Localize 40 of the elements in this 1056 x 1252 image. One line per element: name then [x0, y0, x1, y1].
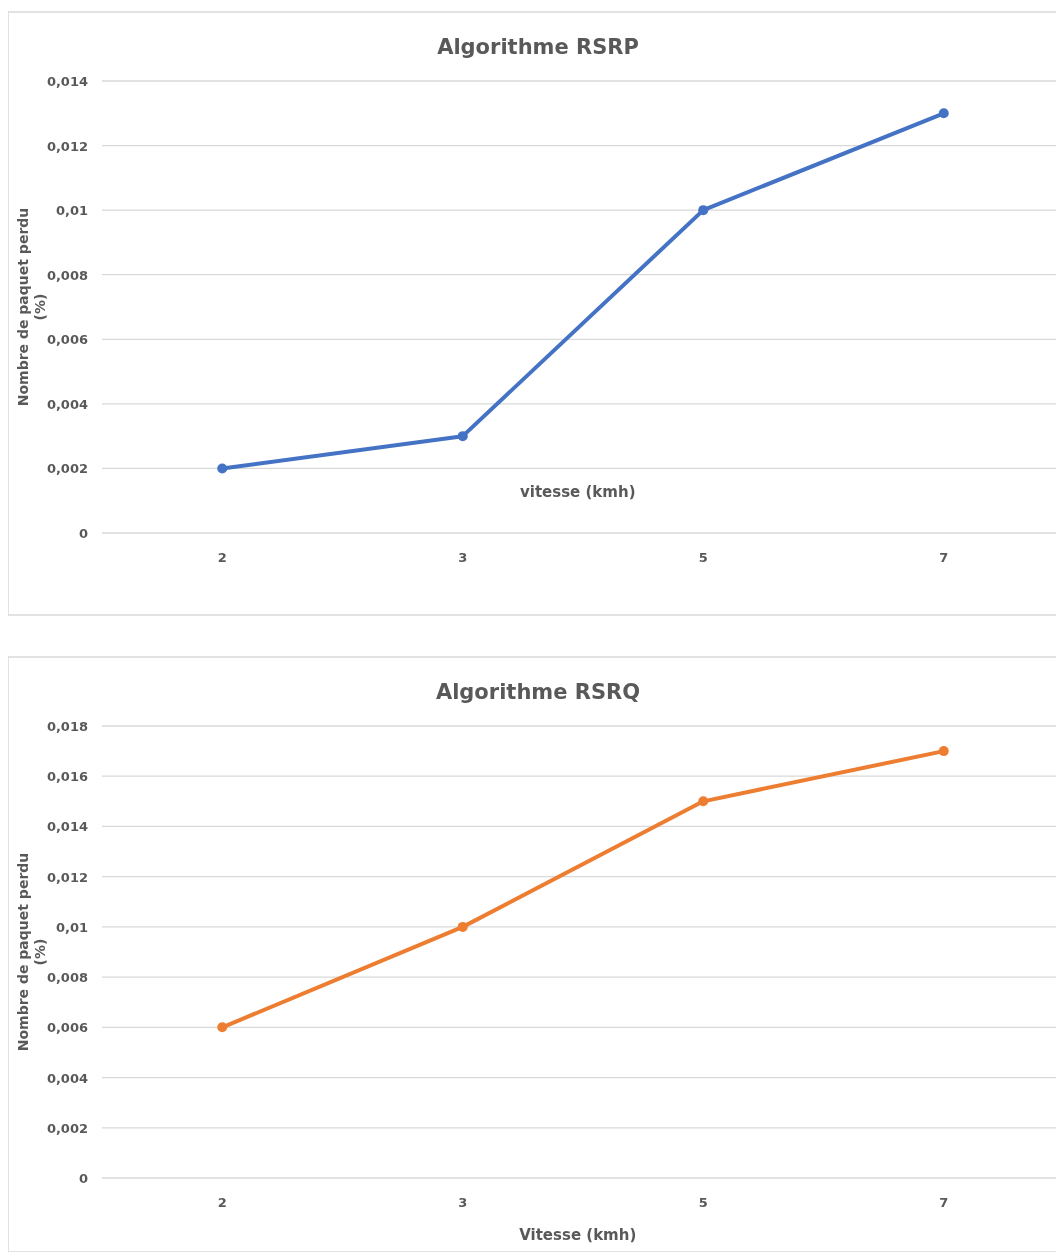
chart-title: Algorithme RSRP: [437, 35, 639, 59]
y-tick-label: 0: [78, 1171, 88, 1186]
point: [457, 921, 468, 932]
x-tick-label: 2: [217, 1195, 227, 1210]
y-tick-label: 0,018: [46, 719, 88, 734]
y-tick-label: 0,012: [46, 138, 88, 154]
point: [698, 796, 709, 807]
y-tick-label: 0: [78, 526, 88, 541]
y-tick-label: 0,014: [46, 74, 88, 89]
point: [217, 463, 228, 474]
x-tick-label: 7: [939, 1195, 949, 1210]
y-axis-title: Nombre de paquet perdu (%): [15, 852, 48, 1052]
point: [938, 108, 949, 119]
y-tick-label: 0,01: [55, 203, 88, 219]
x-tick-label: 5: [698, 550, 708, 565]
x-tick-label: 2: [217, 550, 227, 565]
y-tick-label: 0,01: [55, 919, 88, 935]
point: [217, 1022, 228, 1033]
point: [698, 205, 709, 216]
y-tick-label: 0,008: [46, 267, 88, 283]
point: [457, 431, 468, 442]
y-tick-label: 0,006: [46, 1020, 88, 1036]
y-tick-label: 0,012: [46, 869, 88, 885]
y-tick-label: 0,014: [46, 819, 88, 835]
point: [938, 746, 949, 757]
y-tick-label: 0,002: [46, 1120, 88, 1136]
y-tick-label: 0,008: [46, 970, 88, 986]
y-tick-label: 0,004: [46, 396, 88, 412]
x-axis-title: vitesse (kmh): [519, 483, 636, 501]
y-axis-title: Nombre de paquet perdu (%): [15, 207, 48, 407]
y-tick-label: 0,004: [46, 1070, 88, 1086]
x-tick-label: 5: [698, 1195, 708, 1210]
x-tick-label: 3: [458, 550, 468, 565]
chart-title: Algorithme RSRQ: [435, 680, 641, 704]
y-tick-label: 0,002: [46, 461, 88, 477]
y-tick-label: 0,006: [46, 332, 88, 348]
x-axis-title: Vitesse (kmh): [519, 1226, 637, 1244]
y-tick-label: 0,016: [46, 769, 88, 785]
x-tick-label: 7: [939, 550, 949, 565]
x-tick-label: 3: [458, 1195, 468, 1210]
